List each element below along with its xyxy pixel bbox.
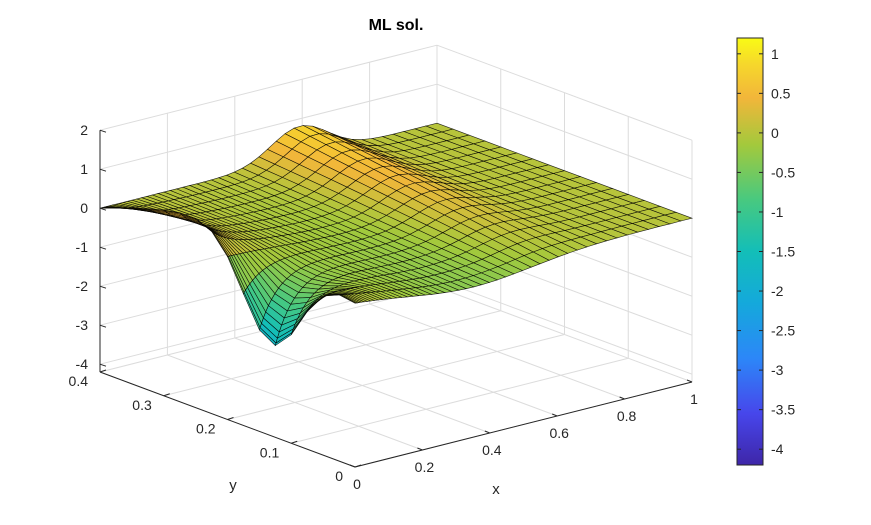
x-tick-label: 0.8 (617, 408, 637, 424)
z-tick (99, 168, 107, 172)
chart-title: ML sol. (369, 17, 424, 34)
z-tick-label: -4 (76, 356, 89, 372)
colorbar-tick-label: -3 (771, 362, 784, 378)
z-tick-label: 1 (80, 161, 88, 177)
x-tick-label: 0.2 (415, 459, 435, 475)
grid-line (291, 357, 629, 444)
x-tick (619, 396, 625, 400)
z-tick (99, 129, 107, 133)
y-axis-label: y (229, 477, 237, 494)
colorbar-tick-label: 1 (771, 46, 779, 62)
z-tick-label: 2 (80, 122, 88, 138)
grid-line (227, 334, 565, 420)
x-tick (484, 430, 490, 434)
surface-patch (338, 294, 357, 304)
colorbar-tick-label: -1.5 (771, 244, 795, 260)
colorbar-tick-label: 0.5 (771, 85, 791, 101)
colorbar-tick-label: -0.5 (771, 164, 795, 180)
colorbar-tick-label: -4 (771, 441, 784, 457)
grid-line (99, 44, 438, 131)
colorbar-ticks: 1 0.5 0 -0.5 -1 -1.5 -2 -2.5 -3 -3.5 -4 (737, 46, 795, 457)
x-axis-label: x (492, 481, 500, 498)
colorbar-tick-label: -2 (771, 283, 784, 299)
colorbar-tick-label: -3.5 (771, 402, 795, 418)
y-tick (163, 393, 170, 397)
x-axis-line (354, 381, 693, 468)
y-tick (99, 369, 107, 373)
z-tick (99, 285, 107, 289)
colorbar: 1 0.5 0 -0.5 -1 -1.5 -2 -2.5 -3 -3.5 -4 (736, 37, 795, 466)
x-tick-label: 1 (690, 391, 698, 407)
y-tick-label: 0 (335, 468, 343, 484)
y-tick (291, 440, 298, 444)
colorbar-tick-label: -2.5 (771, 323, 795, 339)
colorbar-tick-label: -1 (771, 204, 784, 220)
y-tick-label: 0.1 (260, 444, 280, 460)
z-tick-label: -3 (76, 317, 89, 333)
x-tick (349, 464, 356, 468)
z-tick-label: 0 (80, 200, 88, 216)
x-tick (417, 447, 423, 451)
z-tick (99, 246, 107, 250)
y-tick (227, 417, 234, 420)
y-tick-label: 0.3 (132, 397, 152, 413)
z-tick (99, 363, 107, 367)
x-tick (552, 413, 558, 417)
y-tick-label: 0.2 (196, 421, 216, 437)
surface-mesh (99, 122, 694, 347)
y-tick-label: 0.4 (69, 373, 89, 389)
grid-line (163, 310, 501, 397)
x-tick-label: 0 (353, 476, 361, 492)
x-tick (686, 379, 693, 383)
grid-line (99, 83, 438, 170)
z-tick (99, 207, 107, 211)
colorbar-tick-label: 0 (771, 125, 779, 141)
z-tick (99, 324, 107, 328)
z-tick-label: -1 (76, 239, 89, 255)
x-tick-label: 0.6 (549, 425, 569, 441)
z-tick-label: -2 (76, 278, 89, 294)
x-tick-label: 0.4 (482, 442, 502, 458)
y-tick (354, 464, 362, 468)
